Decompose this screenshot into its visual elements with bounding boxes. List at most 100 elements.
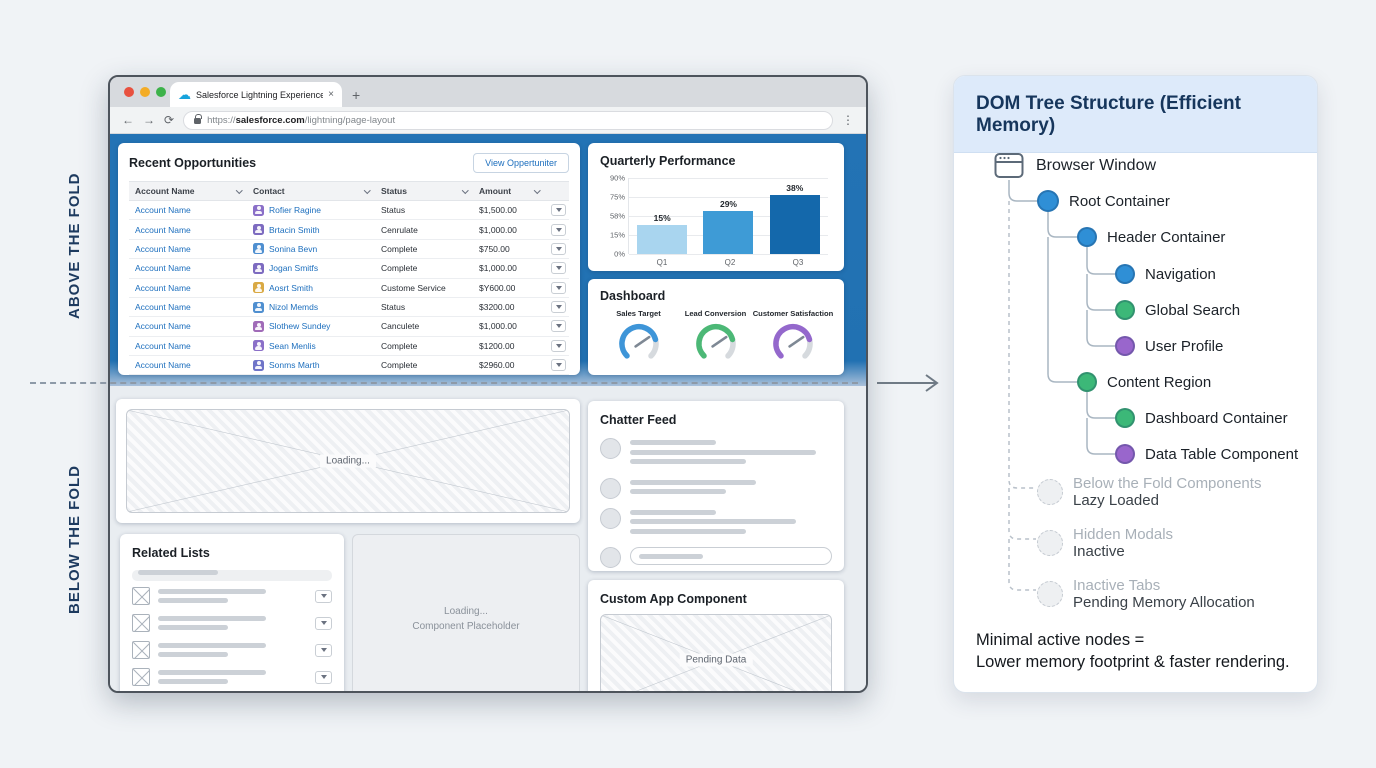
dropdown-arrow-icon [320, 594, 327, 598]
account-link[interactable]: Account Name [135, 243, 191, 254]
browser-tab-strip: ☁ Salesforce Lightning Experience × + [110, 77, 866, 107]
chevron-down-icon[interactable] [533, 186, 540, 194]
account-link[interactable]: Account Name [135, 282, 191, 293]
row-dropdown-button[interactable] [551, 359, 566, 372]
amount-cell: $1,000.00 [473, 316, 545, 337]
account-link[interactable]: Account Name [135, 302, 191, 313]
url-bar[interactable]: https://salesforce.com/lightning/page-la… [183, 110, 833, 130]
row-dropdown-button[interactable] [551, 262, 566, 275]
related-list-item [132, 614, 332, 632]
bar-chart: 90% 75% 58% 15% 0% 15% 29% 38% [610, 174, 832, 259]
url-text: https://salesforce.com/lightning/page-la… [207, 114, 396, 126]
chatter-feed-title: Chatter Feed [600, 413, 677, 427]
list-dropdown-button[interactable] [315, 643, 332, 657]
account-link[interactable]: Account Name [135, 224, 191, 235]
image-placeholder-icon [132, 614, 150, 632]
contact-link[interactable]: Rofier Ragine [269, 205, 321, 216]
table-row: Account Name Aosrt Smith Custome Service $Y… [129, 278, 569, 298]
avatar [600, 438, 621, 459]
tab-close-icon[interactable]: × [328, 89, 334, 100]
refresh-icon[interactable]: ⟳ [164, 113, 175, 127]
skeleton-line [158, 598, 228, 603]
contact-cell: Sonms Marth [247, 355, 375, 376]
image-placeholder-icon [132, 641, 150, 659]
chart-x-tick: Q1 [656, 258, 668, 267]
row-dropdown-button[interactable] [551, 223, 566, 236]
contact-link[interactable]: Sonms Marth [269, 360, 320, 371]
row-dropdown-button[interactable] [551, 242, 566, 255]
browser-tab[interactable]: ☁ Salesforce Lightning Experience × [170, 82, 342, 107]
dom-tree: Browser Window Root Container Header Cont… [954, 134, 1317, 692]
chevron-down-icon[interactable] [235, 186, 242, 194]
chart-bars: 15% 29% 38% [629, 178, 828, 254]
dom-panel-footer: Minimal active nodes = Lower memory foot… [976, 631, 1290, 672]
back-icon[interactable]: ← [122, 113, 134, 127]
lock-icon [194, 114, 203, 124]
column-header-status[interactable]: Status [375, 181, 473, 201]
new-tab-button[interactable]: + [352, 87, 361, 103]
chevron-down-icon[interactable] [461, 186, 468, 194]
row-dropdown-button[interactable] [551, 281, 566, 294]
pending-data-label: Pending Data [679, 653, 753, 667]
contact-link[interactable]: Slothew Sundey [269, 321, 331, 332]
tree-node-dot [1077, 372, 1097, 392]
tree-node-dot [1115, 408, 1135, 428]
row-dropdown-button[interactable] [551, 301, 566, 314]
skeleton-line [158, 616, 266, 621]
chevron-down-icon[interactable] [363, 186, 370, 194]
recent-opportunities-card: Recent Opportunities View Oppertuniter A… [118, 143, 580, 376]
row-dropdown-button[interactable] [551, 204, 566, 217]
contact-link[interactable]: Jogan Smitfs [269, 263, 319, 274]
view-opportunities-button[interactable]: View Oppertuniter [473, 153, 569, 173]
minimize-window-icon[interactable] [140, 87, 150, 97]
contact-link[interactable]: Nizol Memds [269, 302, 319, 313]
gauge-dial-icon [773, 323, 813, 359]
skeleton-line [158, 670, 266, 675]
row-dropdown-button[interactable] [551, 339, 566, 352]
column-header-account-name[interactable]: Account Name [129, 181, 247, 201]
contact-link[interactable]: Brtacin Smith [269, 224, 320, 235]
tree-node-sublabel: Inactive [1073, 543, 1125, 560]
skeleton-line [158, 625, 228, 630]
status-cell: Complete [375, 258, 473, 279]
account-link[interactable]: Account Name [135, 321, 191, 332]
gauge-dial-icon [695, 323, 736, 359]
action-cell [545, 219, 569, 240]
action-cell [545, 258, 569, 279]
dropdown-arrow-icon [555, 246, 562, 251]
tree-node-label: Browser Window [1036, 156, 1157, 174]
contact-avatar-icon [253, 224, 264, 236]
chatter-input[interactable] [630, 547, 832, 565]
chart-bar-value: 38% [786, 182, 804, 193]
table-row: Account Name Jogan Smitfs Complete $1,000.0… [129, 258, 569, 279]
component-placeholder-line2: Component Placeholder [412, 621, 520, 632]
account-link[interactable]: Account Name [135, 340, 191, 351]
row-dropdown-button[interactable] [551, 320, 566, 333]
contact-link[interactable]: Aosrt Smith [269, 282, 313, 293]
chart-y-tick: 58% [609, 211, 625, 221]
above-fold-label: ABOVE THE FOLD [66, 172, 83, 319]
forward-icon[interactable]: → [143, 113, 155, 127]
tree-node-navigation: Navigation [1115, 264, 1216, 284]
chart-gridline [629, 254, 828, 255]
close-window-icon[interactable] [124, 87, 134, 97]
maximize-window-icon[interactable] [156, 87, 166, 97]
chart-bar-q2 [703, 210, 754, 254]
action-cell [545, 278, 569, 298]
account-link[interactable]: Account Name [135, 263, 191, 274]
opportunities-table: Account Name Contact Status Amount Account … [129, 181, 569, 376]
browser-menu-icon[interactable]: ⋮ [842, 113, 854, 127]
contact-link[interactable]: Sonina Bevn [269, 243, 318, 254]
account-cell: Account Name [129, 239, 247, 260]
list-dropdown-button[interactable] [315, 616, 332, 630]
contact-link[interactable]: Sean Menlis [269, 340, 316, 351]
amount-cell: $2960.00 [473, 355, 545, 376]
account-link[interactable]: Account Name [135, 205, 191, 216]
column-header-amount[interactable]: Amount [473, 181, 545, 201]
amount-cell: $1,000.00 [473, 258, 545, 279]
list-dropdown-button[interactable] [315, 670, 332, 684]
list-dropdown-button[interactable] [315, 589, 332, 603]
tree-node-label: User Profile [1145, 337, 1224, 355]
account-link[interactable]: Account Name [135, 360, 191, 371]
column-header-contact[interactable]: Contact [247, 181, 375, 201]
